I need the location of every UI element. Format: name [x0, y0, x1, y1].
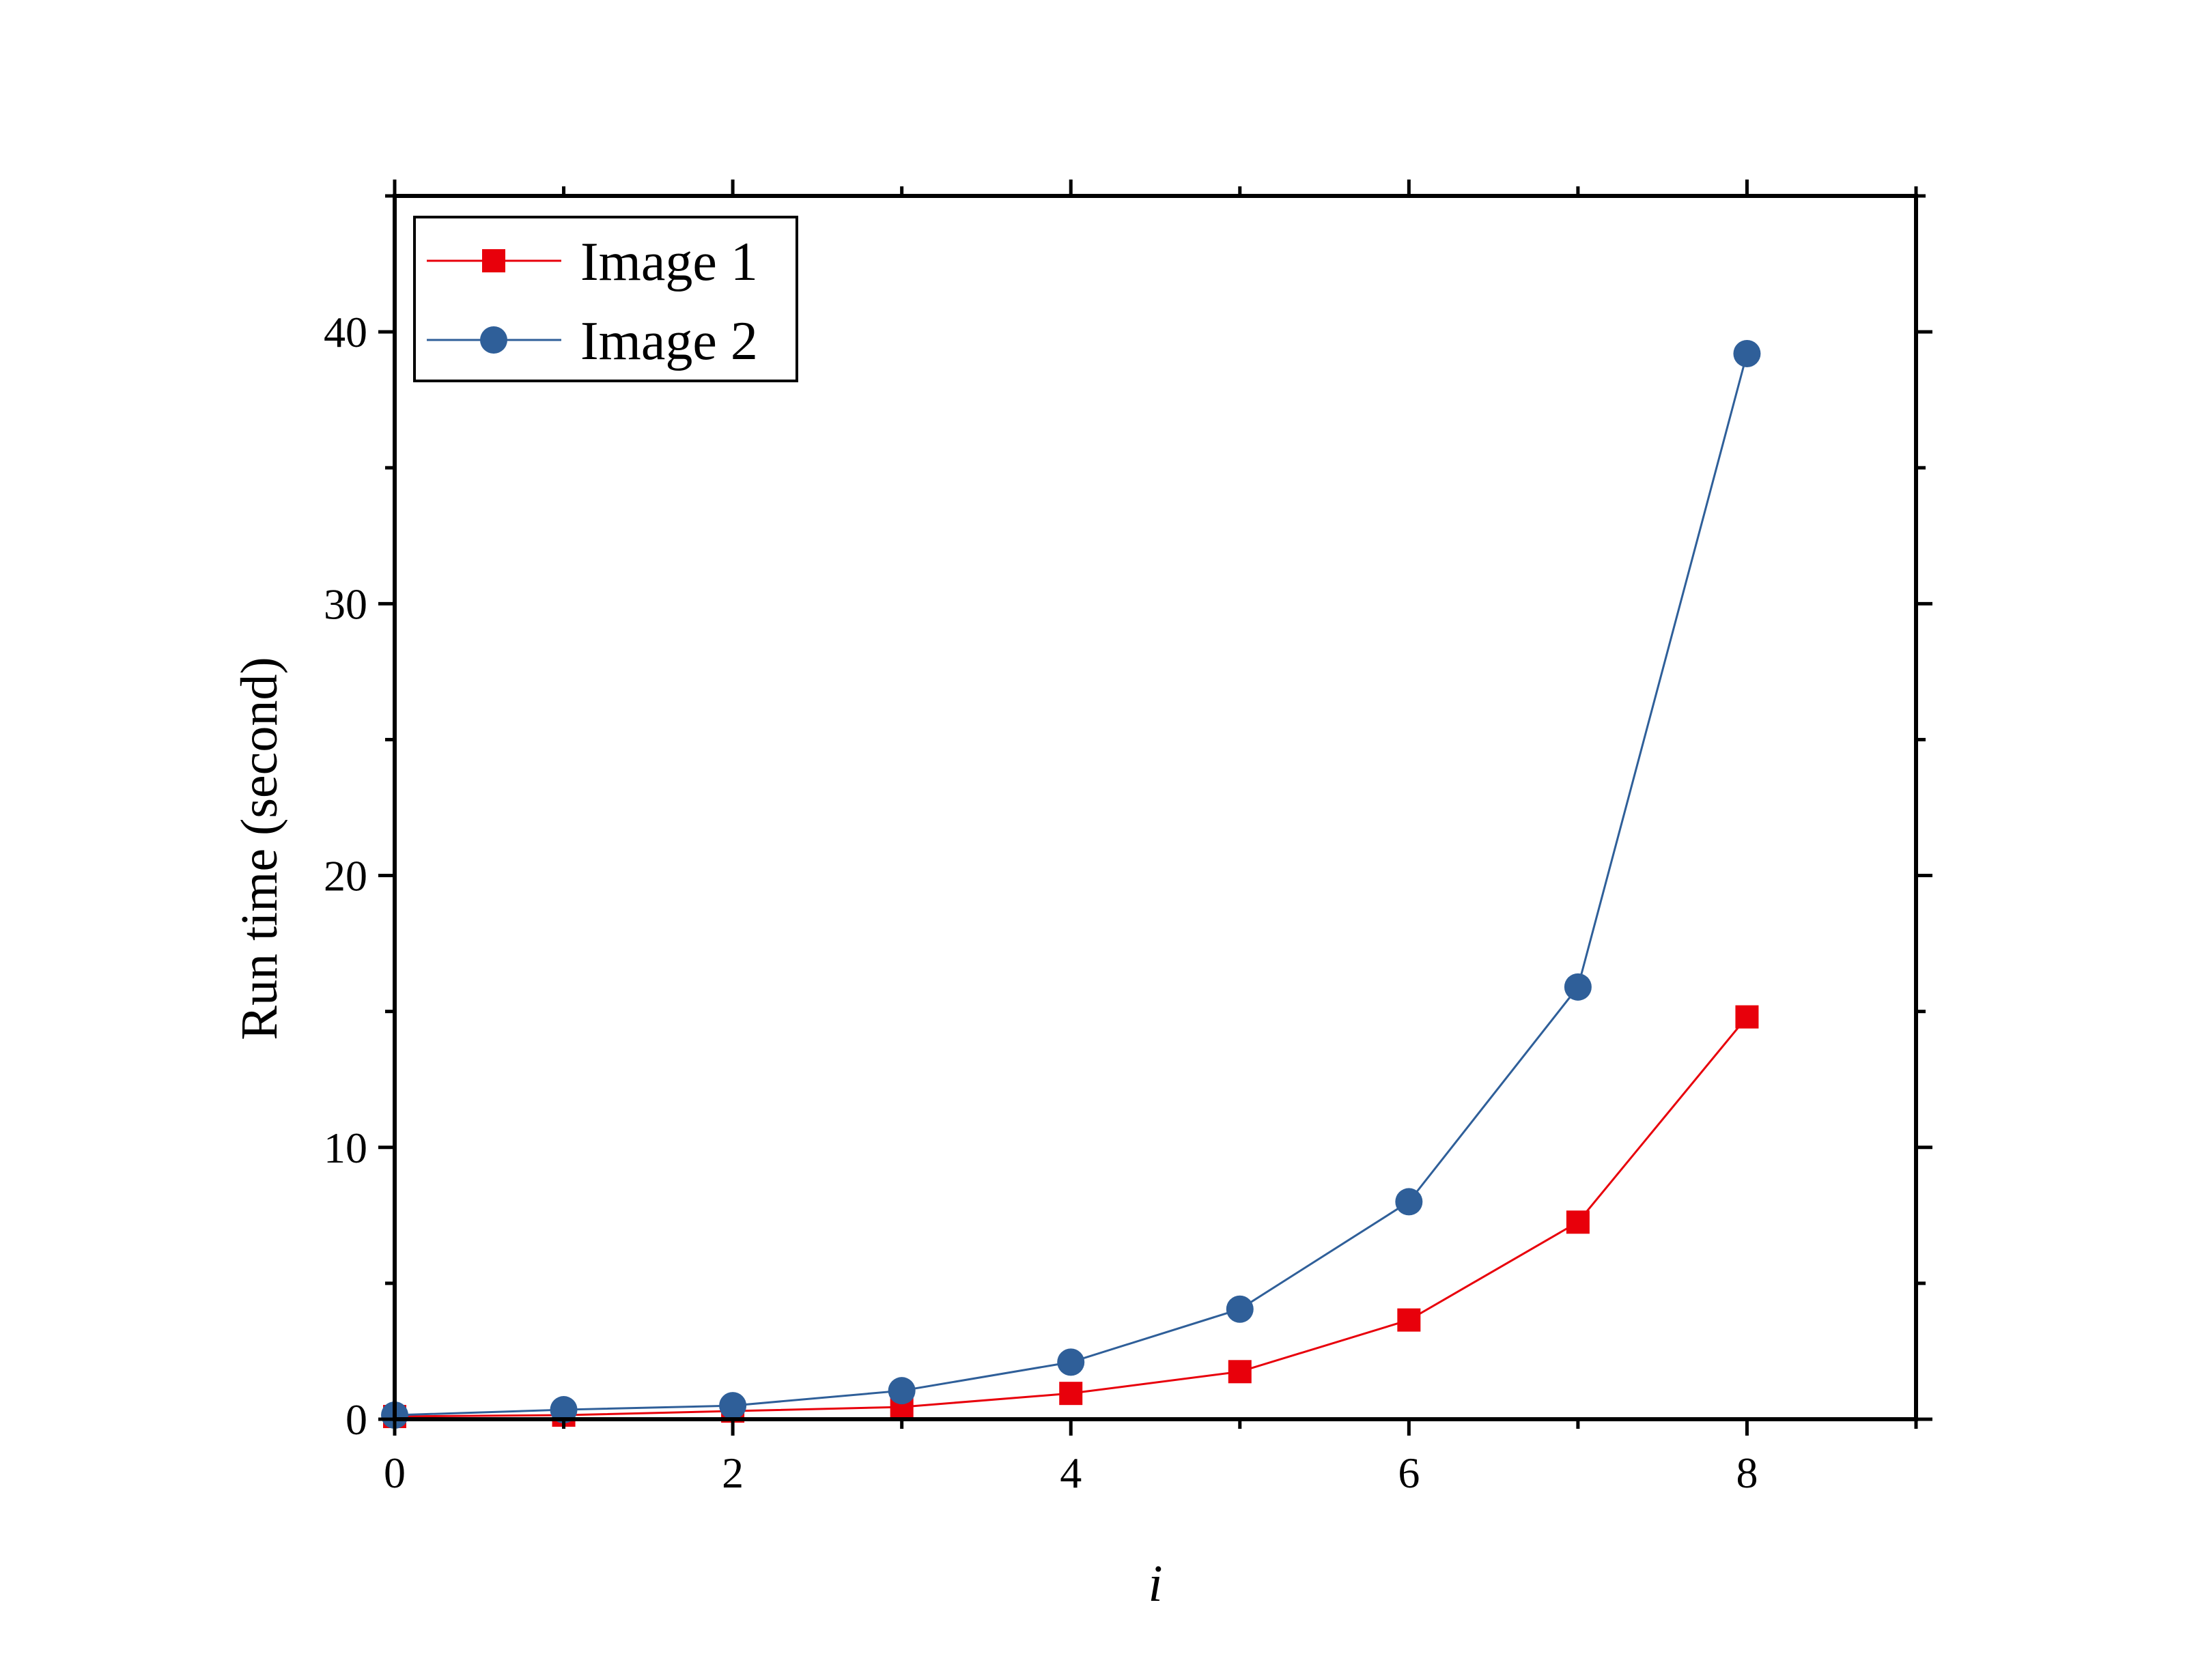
data-point — [1057, 1348, 1085, 1376]
plot-frame — [393, 194, 1918, 1421]
y-tick-label: 10 — [324, 1124, 367, 1172]
axis-layer: 0 2 4 6 8 0 10 20 30 40 — [324, 180, 1932, 1497]
legend-item: Image 2 — [427, 311, 758, 371]
data-point — [1735, 1005, 1759, 1029]
data-point — [1564, 973, 1592, 1001]
legend-marker — [480, 326, 507, 354]
series-line — [394, 353, 1748, 1416]
y-tick-label: 0 — [346, 1395, 367, 1444]
x-axis-title: i — [1148, 1555, 1162, 1612]
data-point — [1228, 1360, 1252, 1384]
data-point — [1226, 1295, 1254, 1323]
data-point — [550, 1396, 578, 1424]
x-tick-label: 4 — [1060, 1449, 1082, 1497]
data-point — [1397, 1308, 1421, 1332]
legend-label: Image 2 — [580, 311, 758, 371]
data-point — [1395, 1188, 1423, 1216]
data-point — [1733, 339, 1761, 367]
legend: Image 1 Image 2 — [413, 216, 798, 382]
data-point — [719, 1392, 747, 1420]
data-point — [888, 1377, 916, 1405]
y-axis-title: Run time (second) — [231, 657, 288, 1040]
series-image-2 — [381, 339, 1761, 1429]
x-tick-label: 2 — [722, 1449, 744, 1497]
x-tick-label: 6 — [1398, 1449, 1420, 1497]
legend-box — [413, 216, 798, 382]
x-tick-label: 0 — [384, 1449, 406, 1497]
data-point — [1059, 1382, 1083, 1406]
series-layer — [381, 339, 1761, 1429]
data-point — [1566, 1210, 1590, 1234]
legend-marker — [482, 249, 505, 272]
legend-item: Image 1 — [427, 232, 758, 292]
y-tick-label: 30 — [324, 580, 367, 628]
x-tick-label: 8 — [1736, 1449, 1758, 1497]
y-tick-label: 20 — [324, 852, 367, 900]
legend-label: Image 1 — [580, 232, 758, 292]
y-tick-label: 40 — [324, 308, 367, 356]
